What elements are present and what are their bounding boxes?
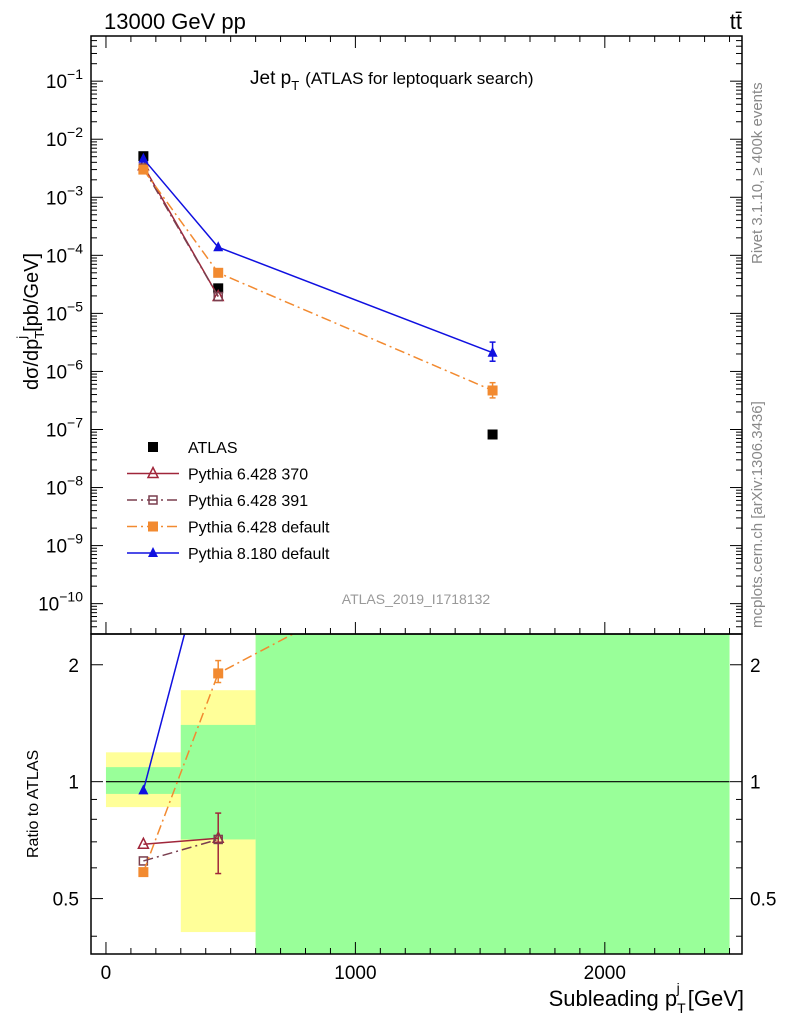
ratio-point-pythia-6-428-370-0 (137, 836, 150, 850)
point-atlas-1 (213, 283, 224, 294)
chart-title-tail: (ATLAS for leptoquark search) (305, 69, 533, 88)
legend-marker-pythia-6-428-391 (148, 495, 158, 505)
series-line-pythia-6-428-391 (142, 167, 219, 297)
y-tick-label: 10−7 (46, 414, 83, 441)
y-tick-label: 10−6 (46, 356, 83, 383)
legend-label-pythia-6-428-391: Pythia 6.428 391 (188, 493, 308, 510)
chart-title-main: Jet p (250, 68, 291, 89)
ratio-panel-frame (90, 633, 743, 955)
series-line-pythia-6-428-default (142, 169, 493, 392)
point-pythia-6-428-default-0 (138, 164, 149, 175)
point-pythia-8-180-default-2 (487, 346, 498, 357)
point-pythia-6-428-391-1 (213, 291, 223, 302)
ratio-y-tick-label: 0.5 (53, 890, 79, 911)
y-tick-label: 10−3 (46, 182, 83, 209)
analysis-id: ATLAS_2019_I1718132 (342, 591, 491, 607)
y-axis-title: dσ/dpTj[pb/GeV] (14, 253, 47, 390)
y-tick-label: 10−10 (38, 589, 83, 616)
ratio-point-pythia-6-428-370-1 (211, 830, 225, 844)
chart-title: Jet pT (ATLAS for leptoquark search) (250, 68, 534, 93)
ratio-series (137, 634, 294, 878)
ratio-point-pythia-6-428-391-0 (138, 856, 149, 866)
legend-marker-atlas (148, 442, 158, 452)
x-axis-title: Subleading pTj [GeV] (549, 980, 744, 1016)
ratio-point-pythia-6-428-default-0 (138, 867, 149, 878)
point-atlas-2 (487, 429, 498, 440)
x-tick-label: 1000 (334, 963, 376, 984)
legend-marker-pythia-8-180-default (148, 547, 158, 557)
legend-marker-pythia-6-428-default (148, 521, 158, 532)
ratio-y-tick-label: 1 (68, 773, 79, 794)
y-tick-label: 10−9 (46, 531, 83, 558)
point-pythia-6-428-default-2 (487, 385, 498, 396)
point-pythia-8-180-default-1 (213, 241, 224, 252)
axes: 10−1010−910−810−710−610−510−410−310−210−… (38, 35, 776, 984)
point-pythia-6-428-default-1 (213, 267, 224, 278)
legend-label-pythia-6-428-default: Pythia 6.428 default (188, 520, 330, 537)
ratio-y-tick-label-right: 0.5 (750, 890, 776, 911)
legend-label-pythia-6-428-370: Pythia 6.428 370 (188, 467, 308, 484)
legend: ATLAS Pythia 6.428 370 Pythia 6.428 391 Pyt… (127, 440, 330, 563)
y-tick-label: 10−8 (46, 473, 83, 500)
ratio-line-pythia-6-428-391 (143, 838, 219, 862)
ratio-y-tick-label-right: 1 (750, 773, 761, 794)
legend-label-pythia-8-180-default: Pythia 8.180 default (188, 546, 330, 563)
y-tick-label: 10−5 (46, 298, 83, 325)
point-pythia-8-180-default-0 (138, 152, 149, 163)
ratio-point-pythia-6-428-default-1 (213, 668, 224, 679)
y-tick-label: 10−4 (46, 240, 83, 267)
legend-marker-pythia-6-428-370 (146, 465, 160, 479)
ratio-line-pythia-6-428-370 (143, 837, 219, 846)
ratio-y-tick-label: 2 (68, 656, 79, 677)
legend-label-atlas: ATLAS (188, 440, 238, 457)
x-tick-label: 2000 (584, 963, 626, 984)
header-process: tt̄ (730, 9, 742, 34)
y-tick-label: 10−2 (46, 124, 83, 151)
rivet-label: Rivet 3.1.10, ≥ 400k events (749, 82, 766, 264)
ratio-line-pythia-8-180-default (142, 634, 186, 791)
ratio-point-pythia-6-428-391-1 (213, 834, 223, 845)
ratio-line-pythia-6-428-default (142, 634, 294, 873)
chart-title-sub: T (291, 78, 299, 93)
ratio-y-axis-title: Ratio to ATLAS (25, 750, 42, 858)
top-panel-frame (90, 35, 743, 635)
ratio-point-pythia-8-180-default-0 (138, 784, 149, 795)
header-collision: 13000 GeV pp (104, 9, 246, 34)
ratio-uncertainty-bands (105, 634, 730, 954)
top-series (137, 151, 498, 440)
band-green-2 (255, 634, 730, 954)
mcplots-label: mcplots.cern.ch [arXiv:1306.3436] (749, 401, 766, 628)
y-tick-label: 10−1 (46, 66, 83, 93)
x-tick-label: 0 (101, 963, 112, 984)
series-line-pythia-8-180-default (142, 158, 493, 354)
ratio-y-tick-label-right: 2 (750, 656, 761, 677)
